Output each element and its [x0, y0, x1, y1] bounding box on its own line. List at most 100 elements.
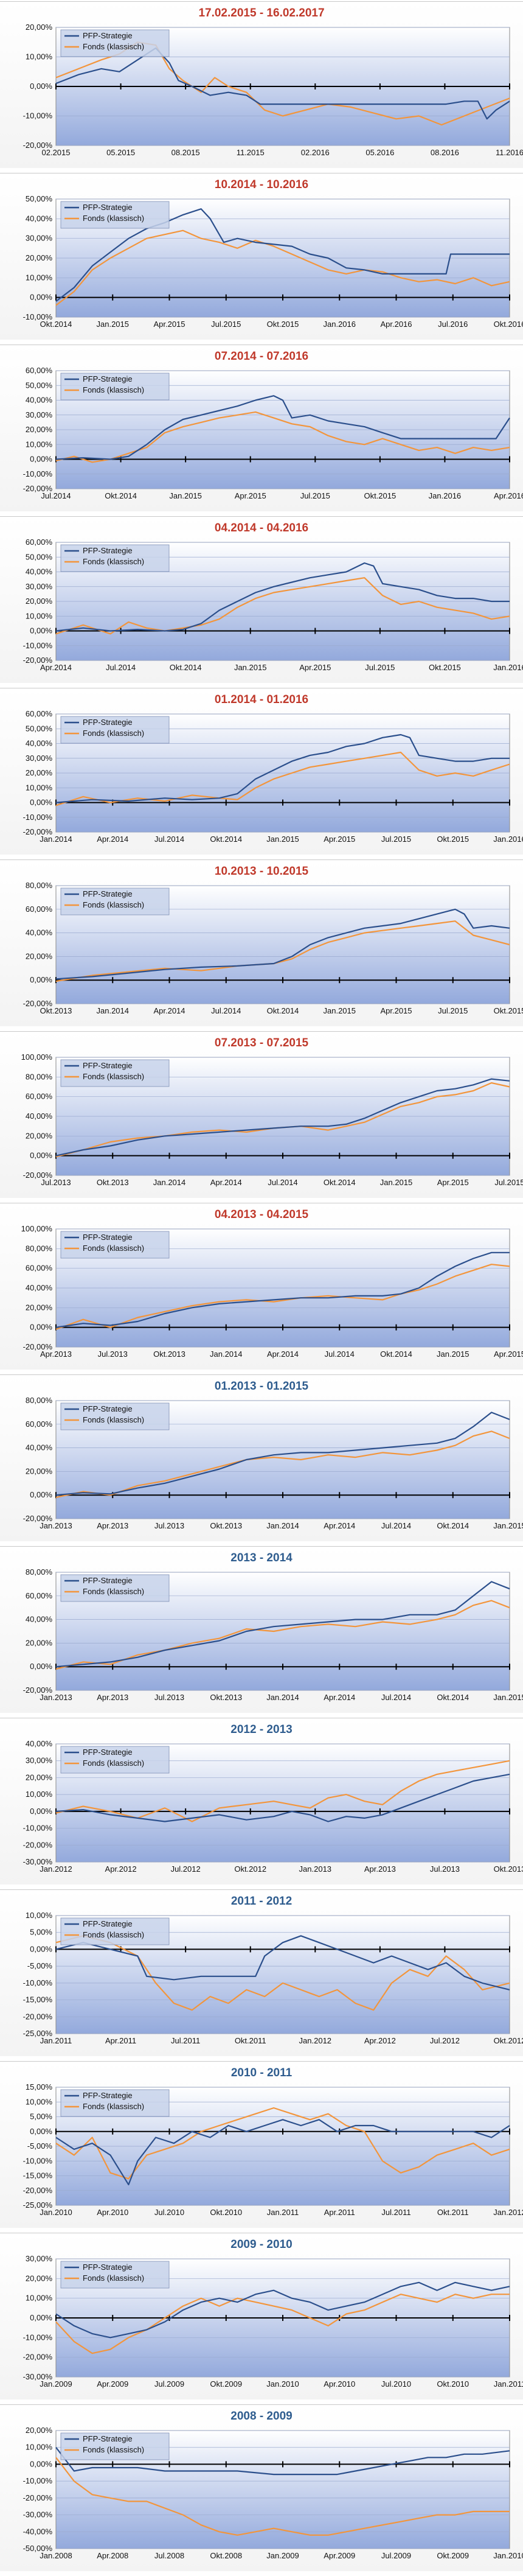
y-tick-label: 20,00% [26, 1466, 53, 1475]
chart-svg: 07.2013 - 07.2015 100,00% 80,00% 60,00% 40,0… [21, 1037, 523, 1187]
chart-panel: 2012 - 2013 40,00% 30,00% 20,00% 10,00% 0,00%… [0, 1718, 523, 1885]
legend-label: PFP-Strategie [83, 1404, 133, 1413]
chart-panel: 07.2014 - 07.2016 60,00% 50,00% 40,00% 30,00… [0, 345, 523, 511]
legend-label: Fonds (klassisch) [83, 1415, 144, 1424]
x-tick-label: 05.2015 [106, 148, 135, 157]
y-tick-label: 20,00% [26, 1638, 53, 1647]
y-tick-label: 60,00% [26, 709, 53, 718]
legend-label: PFP-Strategie [83, 2434, 133, 2443]
chart-svg: 10.2013 - 10.2015 80,00% 60,00% 40,00% 20,00… [23, 865, 523, 1015]
legend-label: PFP-Strategie [83, 1576, 133, 1585]
x-tick-label: Jan.2014 [266, 1521, 299, 1530]
x-tick-label: Okt.2014 [105, 491, 137, 500]
y-tick-label: 40,00% [26, 1111, 53, 1121]
y-tick-label: 50,00% [26, 380, 53, 390]
y-tick-label: -25,00% [23, 2200, 53, 2210]
y-tick-label: 60,00% [26, 366, 53, 375]
x-tick-label: Apr.2015 [299, 663, 331, 672]
y-tick-label: -10,00% [23, 312, 53, 321]
y-tick-label: -20,00% [23, 656, 53, 665]
legend-label: PFP-Strategie [83, 1748, 133, 1757]
x-tick-label: Apr.2014 [153, 1006, 185, 1015]
chart-svg: 01.2014 - 01.2016 60,00% 50,00% 40,00% 30,00… [23, 693, 523, 844]
legend-label: PFP-Strategie [83, 1233, 133, 1242]
y-tick-label: 10,00% [26, 439, 53, 449]
x-tick-label: Jan.2015 [493, 1693, 523, 1702]
x-tick-label: Okt.2013 [97, 1178, 129, 1187]
x-tick-label: Jul.2014 [41, 491, 71, 500]
x-tick-label: Jan.2014 [266, 1693, 299, 1702]
legend-box [60, 1746, 170, 1774]
x-tick-label: Jul.2015 [494, 1178, 523, 1187]
legend-label: Fonds (klassisch) [83, 2102, 144, 2111]
legend-box [60, 544, 170, 572]
legend-box [60, 29, 170, 57]
x-tick-label: Apr.2014 [324, 1521, 355, 1530]
legend-box [60, 201, 170, 229]
chart-title: 01.2013 - 01.2015 [215, 1380, 309, 1393]
y-tick-label: 10,00% [26, 2097, 53, 2106]
y-tick-label: 40,00% [26, 739, 53, 748]
x-tick-label: Okt.2015 [267, 320, 299, 329]
chart-title: 2010 - 2011 [231, 2067, 293, 2079]
legend-box [60, 1231, 170, 1259]
chart-panel: 10.2014 - 10.2016 50,00% 40,00% 30,00% 20,00… [0, 173, 523, 340]
y-tick-label: -20,00% [23, 1685, 53, 1695]
y-tick-label: 40,00% [26, 1443, 53, 1452]
y-tick-label: 0,00% [30, 1662, 52, 1671]
x-tick-label: Okt.2010 [210, 2208, 242, 2217]
legend-box [60, 2261, 170, 2289]
y-tick-label: 0,00% [30, 798, 52, 807]
y-tick-label: 100,00% [21, 1052, 53, 1062]
x-tick-label: Jul.2014 [268, 1178, 297, 1187]
chart-title: 01.2014 - 01.2016 [215, 693, 308, 706]
x-tick-label: 11.2016 [496, 148, 523, 157]
x-tick-label: Jan.2016 [324, 320, 356, 329]
chart-svg: 2013 - 2014 80,00% 60,00% 40,00% 20,00% 0,00%… [23, 1552, 523, 1702]
y-tick-label: 40,00% [26, 567, 53, 576]
x-tick-label: Jul.2014 [106, 663, 136, 672]
x-tick-label: Apr.2013 [97, 1693, 128, 1702]
x-tick-label: Jul.2012 [430, 2036, 460, 2045]
chart-panel: 04.2014 - 04.2016 60,00% 50,00% 40,00% 30,00… [0, 516, 523, 683]
y-tick-label: -10,00% [23, 813, 53, 822]
x-tick-label: Jan.2011 [40, 2036, 72, 2045]
y-tick-label: 80,00% [26, 881, 53, 890]
legend-box [60, 716, 170, 744]
legend-label: Fonds (klassisch) [83, 42, 144, 51]
x-tick-label: Okt.2013 [210, 1521, 242, 1530]
chart-title: 2008 - 2009 [230, 2410, 292, 2423]
y-tick-label: 80,00% [26, 1244, 53, 1253]
x-tick-label: Apr.2014 [210, 1178, 242, 1187]
x-tick-label: Apr.2013 [364, 1864, 396, 1874]
x-tick-label: Jan.2016 [493, 835, 523, 844]
x-tick-label: Apr.2012 [105, 1864, 137, 1874]
series-line-fonds-klassisch [55, 1264, 510, 1330]
x-tick-label: Jan.2013 [40, 1693, 72, 1702]
x-tick-label: Okt.2009 [437, 2551, 469, 2560]
legend-label: PFP-Strategie [83, 2091, 133, 2100]
legend-label: PFP-Strategie [83, 374, 133, 383]
chart-svg: 01.2013 - 01.2015 80,00% 60,00% 40,00% 20,00… [23, 1380, 523, 1530]
x-tick-label: Jul.2011 [171, 2036, 200, 2045]
y-tick-label: -5,00% [27, 2141, 53, 2151]
y-tick-label: -30,00% [23, 2372, 53, 2381]
x-tick-label: Jan.2015 [380, 1178, 413, 1187]
x-tick-label: Apr.2010 [97, 2208, 128, 2217]
chart-svg: 2010 - 2011 15,00% 10,00% 5,00% 0,00% -5,00% -… [23, 2067, 523, 2217]
chart-svg: 2011 - 2012 10,00% 5,00% 0,00% -5,00% -10,00%… [23, 1895, 523, 2045]
series-line-fonds-klassisch [55, 577, 510, 635]
chart-svg: 17.02.2015 - 16.02.2017 20,00% 10,00% 0,00%… [23, 7, 523, 157]
chart-panel: 17.02.2015 - 16.02.2017 20,00% 10,00% 0,00%… [0, 1, 523, 168]
series-line-pfp-strategie [55, 1078, 510, 1157]
x-tick-label: Apr.2014 [97, 835, 128, 844]
x-tick-label: Okt.2010 [437, 2379, 469, 2389]
legend-box [60, 1574, 170, 1602]
x-tick-label: Apr.2016 [494, 491, 523, 500]
x-tick-label: Okt.2013 [40, 1006, 72, 1015]
x-tick-label: Apr.2011 [324, 2208, 355, 2217]
x-tick-label: Okt.2013 [210, 1693, 242, 1702]
y-tick-label: 60,00% [26, 537, 53, 547]
x-tick-label: Jan.2015 [97, 320, 130, 329]
legend-label: PFP-Strategie [83, 718, 133, 727]
